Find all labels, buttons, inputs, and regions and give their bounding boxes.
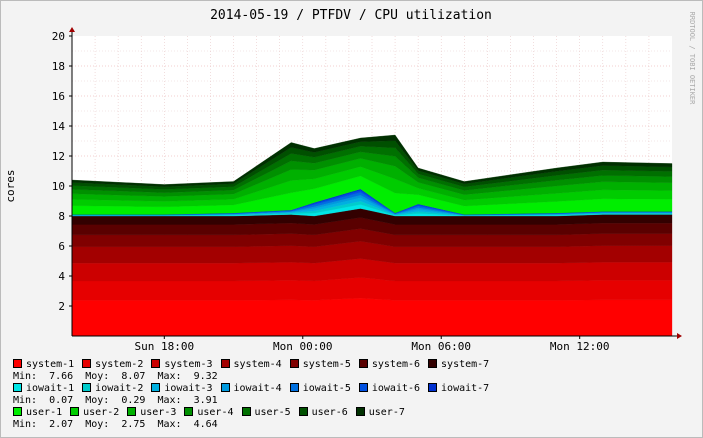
legend-row-system: system-1 system-2 system-3 system-4 system-5… (13, 359, 497, 371)
legend-item-iowait-5: iowait-5 (289, 383, 351, 395)
legend-label: system-2 (95, 359, 144, 370)
legend-item-user-4: user-4 (184, 407, 234, 419)
legend-swatch (355, 407, 365, 416)
area-user-7 (71, 134, 673, 187)
legend-swatch (13, 359, 22, 368)
legend-item-system-4: system-4 (220, 359, 282, 371)
legend-row-iowait: iowait-1 iowait-2 iowait-3 iowait-4 iowait-5… (13, 383, 497, 395)
legend-stats-iowait: Min: 0.07 Moy: 0.29 Max: 3.91 (13, 395, 218, 406)
legend-item-user-6: user-6 (298, 407, 348, 419)
y-tick-label: 12 (52, 150, 65, 163)
legend-label: system-3 (164, 359, 213, 370)
x-axis-arrow (677, 333, 682, 339)
legend-swatch (358, 383, 368, 392)
legend-item-user-7: user-7 (355, 407, 405, 419)
legend-label: user-1 (26, 407, 63, 418)
legend-stats-system: Min: 7.66 Moy: 8.07 Max: 9.32 (13, 371, 218, 382)
legend-swatch (70, 407, 80, 416)
legend-label: system-6 (371, 359, 421, 370)
y-tick-label: 14 (52, 120, 66, 133)
y-tick-label: 18 (52, 60, 65, 73)
legend-label: user-5 (254, 407, 291, 418)
legend-item-system-5: system-5 (289, 359, 351, 371)
x-tick-label: Mon 12:00 (550, 340, 610, 353)
legend-label: iowait-2 (95, 383, 144, 394)
legend-row-user: user-1 user-2 user-3 user-4 user-5 user-6 user… (13, 407, 413, 419)
legend-label: user-4 (197, 407, 234, 418)
legend-swatch (289, 359, 299, 368)
chart-title: 2014-05-19 / PTFDV / CPU utilization (210, 8, 492, 23)
x-tick-labels: Sun 18:00 Mon 00:00 Mon 06:00 Mon 12:00 (135, 336, 610, 353)
legend-label: iowait-4 (233, 383, 282, 394)
legend-swatch (241, 407, 251, 416)
x-tick-label: Sun 18:00 (135, 340, 195, 353)
legend-swatch (13, 407, 22, 416)
x-tick-label: Mon 00:00 (273, 340, 333, 353)
legend-item-iowait-6: iowait-6 (358, 383, 421, 395)
legend-item-system-3: system-3 (151, 359, 213, 371)
y-axis-arrow (69, 27, 75, 32)
x-tick-label: Mon 06:00 (411, 340, 471, 353)
legend-swatch (82, 383, 92, 392)
legend-swatch (127, 407, 137, 416)
legend-label: user-6 (311, 407, 348, 418)
y-tick-label: 8 (58, 210, 65, 223)
stacked-areas (71, 134, 673, 337)
legend-swatch (428, 383, 438, 392)
y-axis-label: cores (4, 169, 17, 202)
y-tick-label: 10 (52, 180, 65, 193)
watermark: RRDTOOL / TOBI OETIKER (688, 12, 696, 106)
legend-swatch (298, 407, 308, 416)
legend-label: iowait-7 (441, 383, 490, 394)
legend-swatch (358, 359, 368, 368)
y-tick-labels: 2 4 6 8 10 12 14 16 18 20 (52, 30, 72, 313)
legend-label: user-7 (368, 407, 405, 418)
legend-label: iowait-6 (371, 383, 421, 394)
legend-label: user-2 (83, 407, 120, 418)
axes (69, 27, 682, 339)
legend-label: user-3 (140, 407, 177, 418)
legend-item-iowait-2: iowait-2 (82, 383, 143, 395)
legend-item-iowait-4: iowait-4 (220, 383, 282, 395)
legend-swatch (289, 383, 299, 392)
legend-swatch (184, 407, 194, 416)
legend-item-system-6: system-6 (358, 359, 421, 371)
y-tick-label: 4 (58, 270, 65, 283)
legend-item-user-5: user-5 (241, 407, 291, 419)
legend-item-iowait-1: iowait-1 (13, 383, 74, 395)
legend-item-user-1: user-1 (13, 407, 62, 419)
legend-swatch (220, 383, 230, 392)
legend-swatch (220, 359, 230, 368)
y-tick-label: 6 (58, 240, 65, 253)
legend-label: system-1 (26, 359, 75, 370)
legend-item-user-3: user-3 (127, 407, 176, 419)
legend-swatch (151, 359, 161, 368)
legend-item-system-1: system-1 (13, 359, 74, 371)
legend-item-system-7: system-7 (428, 359, 489, 371)
legend-swatch (13, 383, 22, 392)
legend-label: system-7 (441, 359, 490, 370)
legend-stats-user: Min: 2.07 Moy: 2.75 Max: 4.64 (13, 419, 218, 430)
legend-item-system-2: system-2 (82, 359, 143, 371)
legend-label: iowait-3 (164, 383, 213, 394)
legend-label: system-5 (302, 359, 351, 370)
y-tick-label: 16 (52, 90, 65, 103)
legend-label: iowait-5 (302, 383, 351, 394)
legend-item-iowait-3: iowait-3 (151, 383, 213, 395)
legend-item-user-2: user-2 (70, 407, 119, 419)
y-tick-label: 2 (58, 300, 65, 313)
legend-swatch (151, 383, 161, 392)
legend-item-iowait-7: iowait-7 (428, 383, 489, 395)
legend-label: iowait-1 (26, 383, 75, 394)
legend-swatch (82, 359, 92, 368)
legend-label: system-4 (233, 359, 282, 370)
legend-swatch (428, 359, 438, 368)
area-system-1 (71, 297, 673, 337)
y-tick-label: 20 (52, 30, 65, 43)
